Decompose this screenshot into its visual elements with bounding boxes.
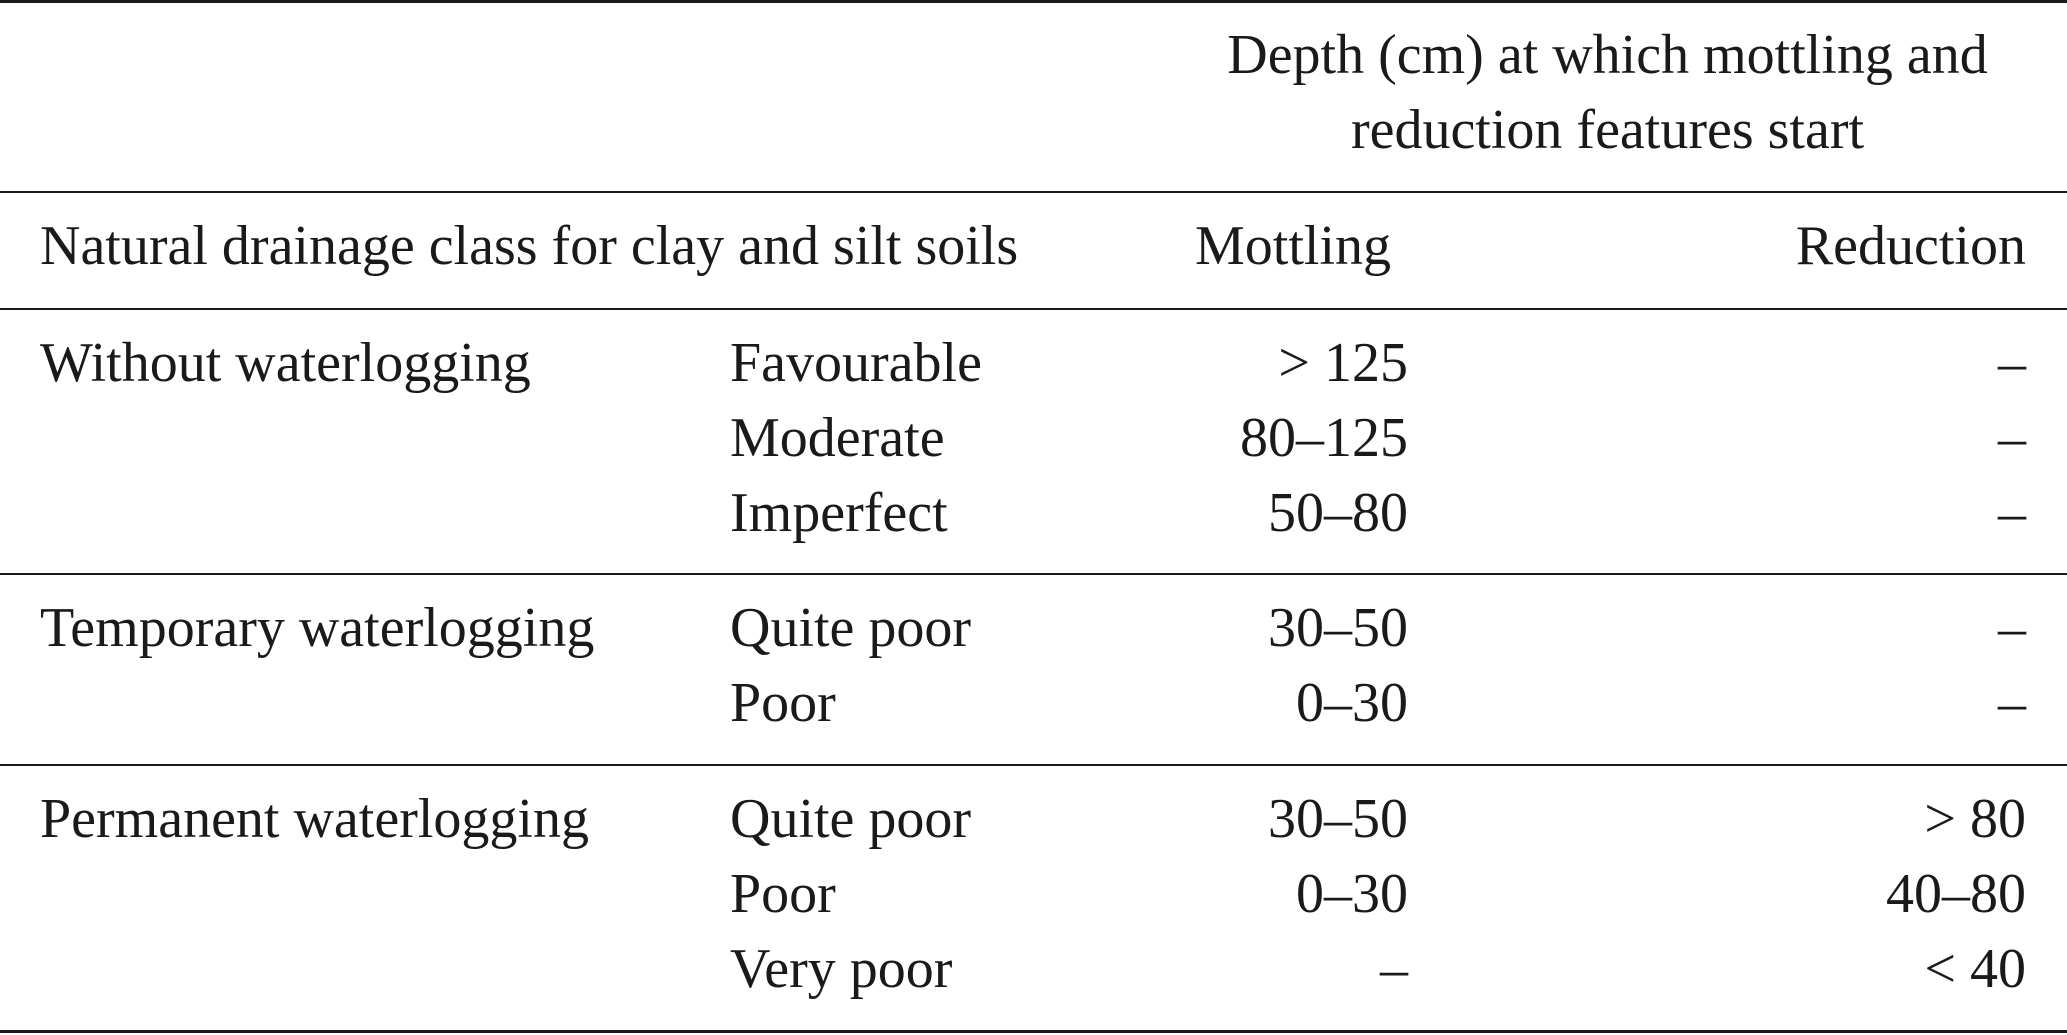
table-row-subclass: Imperfect (730, 482, 948, 544)
table-row-mottling: 0–30 (1296, 672, 1408, 734)
table-row-subclass: Quite poor (730, 788, 972, 850)
column-header-reduction: Reduction (1795, 215, 2026, 277)
table-row-mottling: 50–80 (1268, 482, 1408, 544)
table-row-subclass: Very poor (730, 938, 953, 1000)
table-row-reduction: – (1998, 482, 2026, 544)
table-row-mottling: 30–50 (1268, 597, 1408, 659)
group-label-permanent-waterlogging: Permanent waterlogging (40, 788, 589, 850)
depth-spanner-header: Depth (cm) at which mottling and reducti… (1227, 24, 1988, 161)
group-label-temporary-waterlogging: Temporary waterlogging (40, 597, 595, 659)
table-row-subclass: Favourable (730, 332, 982, 394)
column-header-mottling: Mottling (1195, 215, 1392, 277)
column-header-drainage-class: Natural drainage class for clay and silt… (40, 215, 1019, 277)
table-row-reduction: – (1998, 407, 2026, 469)
group-separator-rule (0, 573, 2067, 575)
spanner-header-rule (0, 191, 2067, 193)
table-row-mottling: 0–30 (1296, 863, 1408, 925)
table-row-mottling: > 125 (1278, 332, 1408, 394)
table-bottom-rule (0, 1030, 2067, 1033)
table-row-subclass: Poor (730, 672, 836, 734)
table-row-reduction: – (1998, 597, 2026, 659)
table-row-subclass: Quite poor (730, 597, 972, 659)
table-row-mottling: 30–50 (1268, 788, 1408, 850)
table-row-reduction: – (1998, 672, 2026, 734)
table-row-reduction: 40–80 (1886, 863, 2026, 925)
table-row-mottling: 80–125 (1240, 407, 1408, 469)
table-row-reduction: – (1998, 332, 2026, 394)
group-separator-rule (0, 764, 2067, 766)
table-row-subclass: Poor (730, 863, 836, 925)
table-top-rule (0, 0, 2067, 3)
table-row-subclass: Moderate (730, 407, 945, 469)
table-row-reduction: > 80 (1924, 788, 2026, 850)
table-row-reduction: < 40 (1924, 938, 2026, 1000)
column-header-rule (0, 308, 2067, 310)
group-label-without-waterlogging: Without waterlogging (40, 332, 531, 394)
table-row-mottling: – (1380, 938, 1408, 1000)
